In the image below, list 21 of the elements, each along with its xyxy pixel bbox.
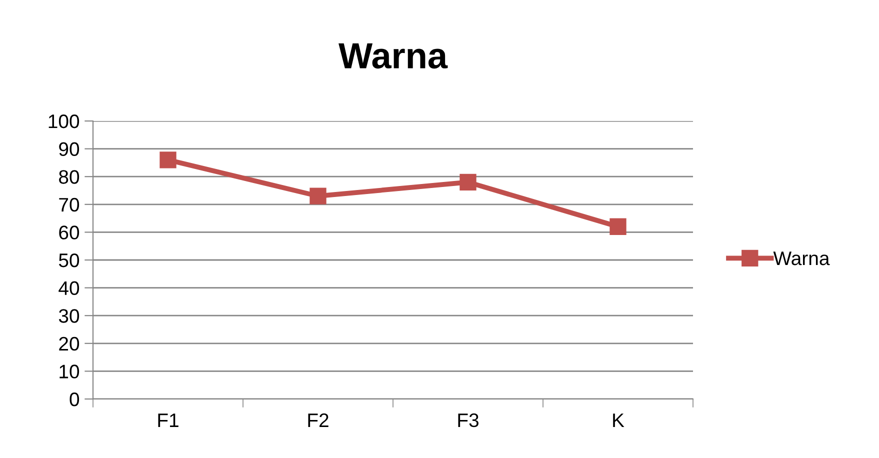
y-tick-label: 10: [60, 364, 80, 378]
y-tick-label: 30: [58, 309, 80, 323]
y-tick-label: 100: [48, 114, 80, 128]
point: [160, 152, 176, 168]
point: [460, 174, 476, 190]
legend-label: Warna: [773, 252, 830, 266]
y-tick-label: 40: [58, 281, 80, 296]
x-tick-label: F1: [158, 414, 178, 427]
y-tick-label: 90: [59, 142, 80, 156]
chart-title: Warna: [338, 43, 448, 69]
x-tick-label: F3: [458, 413, 478, 428]
point: [310, 188, 326, 204]
y-tick-label: 50: [58, 253, 80, 268]
point: [610, 218, 626, 235]
x-tick-label: K: [613, 414, 624, 427]
y-tick-label: 20: [59, 336, 80, 351]
x-tick-label: F2: [308, 413, 328, 427]
y-tick-label: 80: [59, 170, 80, 184]
y-tick-label: 60: [59, 226, 80, 240]
y-tick-label: 0: [70, 392, 80, 406]
y-tick-label: 70: [59, 198, 80, 212]
